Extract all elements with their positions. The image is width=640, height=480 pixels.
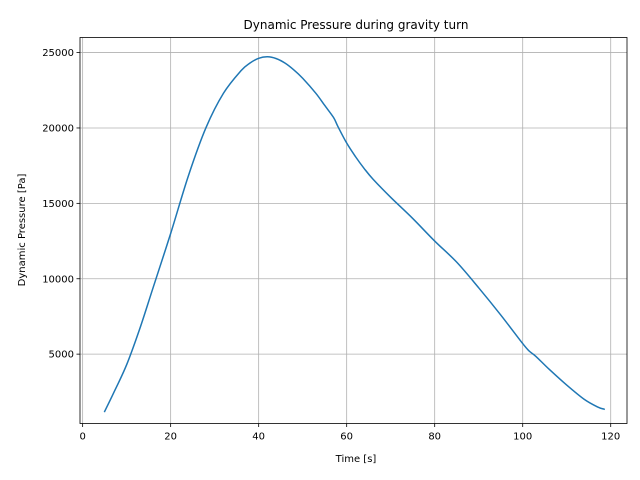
- x-tick-label: 40: [252, 432, 265, 443]
- y-axis-ticks: 5000 10000 15000 20000 25000: [42, 48, 80, 361]
- x-tick-label: 120: [601, 432, 620, 443]
- x-tick-label: 100: [513, 432, 532, 443]
- x-tick-label: 80: [428, 432, 441, 443]
- x-tick-label: 20: [164, 432, 177, 443]
- y-tick-label: 10000: [42, 274, 74, 285]
- y-tick-label: 20000: [42, 123, 74, 134]
- chart-title: Dynamic Pressure during gravity turn: [244, 18, 469, 32]
- y-tick-label: 15000: [42, 199, 74, 210]
- x-tick-label: 0: [79, 432, 85, 443]
- x-axis-ticks: 0 20 40 60 80 100 120: [79, 423, 620, 443]
- x-grid: [82, 37, 612, 424]
- dynamic-pressure-line: [103, 56, 606, 413]
- y-axis-label: Dynamic Pressure [Pa]: [17, 174, 28, 287]
- y-grid: [80, 52, 627, 355]
- y-tick-label: 5000: [49, 350, 74, 361]
- x-tick-label: 60: [340, 432, 353, 443]
- y-tick-label: 25000: [42, 48, 74, 59]
- x-axis-label: Time [s]: [335, 454, 377, 465]
- plot-frame: [79, 37, 628, 424]
